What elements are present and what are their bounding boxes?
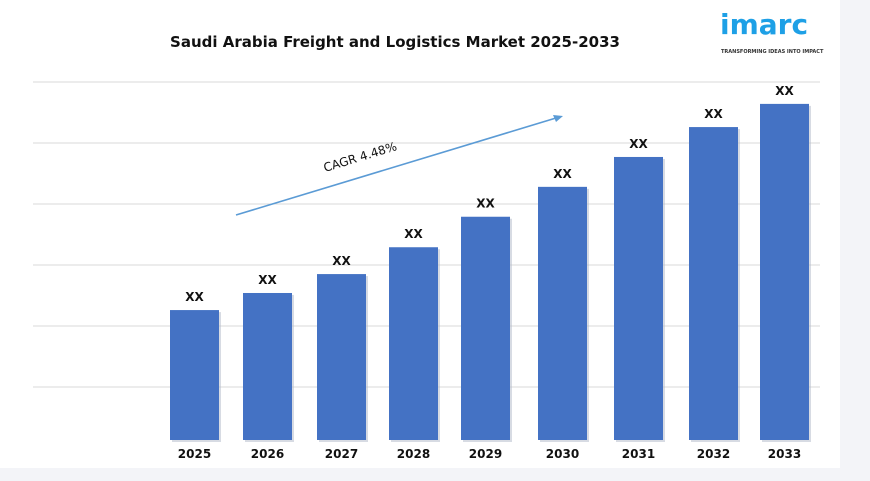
cagr-arrow xyxy=(235,117,557,216)
bar-2027 xyxy=(317,274,366,440)
logo-tagline: TRANSFORMING IDEAS INTO IMPACT xyxy=(721,49,824,55)
x-tick-label: 2028 xyxy=(397,447,430,461)
data-label: XX xyxy=(775,84,794,98)
logo-wordmark: imarc xyxy=(720,8,808,41)
imarc-logo: imarc TRANSFORMING IDEAS INTO IMPACT xyxy=(720,8,824,55)
x-tick-label: 2030 xyxy=(546,447,579,461)
cagr-annotation: CAGR 4.48% xyxy=(235,115,563,216)
data-label: XX xyxy=(704,107,723,121)
x-tick-label: 2026 xyxy=(251,447,284,461)
arrow-head-icon xyxy=(553,115,563,122)
data-label: XX xyxy=(476,197,495,211)
x-tick-label: 2032 xyxy=(697,447,730,461)
x-tick-label: 2027 xyxy=(325,447,358,461)
bar-2025 xyxy=(170,310,219,440)
bar-2026 xyxy=(243,292,292,440)
bar-2032 xyxy=(689,127,738,440)
bar-2028 xyxy=(389,247,438,440)
data-label: XX xyxy=(185,290,204,304)
bars: XX 2025 XX 2026 XX 2027 XX 2028 XX 2029 XX 2030 XX 20… xyxy=(170,84,811,461)
data-label: XX xyxy=(332,254,351,268)
chart-title: Saudi Arabia Freight and Logistics Marke… xyxy=(170,33,620,51)
x-tick-label: 2031 xyxy=(622,447,655,461)
data-label: XX xyxy=(629,137,648,151)
x-tick-label: 2025 xyxy=(178,447,211,461)
data-label: XX xyxy=(258,273,277,287)
data-label: XX xyxy=(553,167,572,181)
x-tick-label: 2029 xyxy=(469,447,502,461)
x-tick-label: 2033 xyxy=(768,447,801,461)
bar-2031 xyxy=(614,156,663,440)
bar-2033 xyxy=(760,103,809,440)
data-label: XX xyxy=(404,227,423,241)
bar-2029 xyxy=(461,216,510,440)
bar-2030 xyxy=(538,186,587,440)
